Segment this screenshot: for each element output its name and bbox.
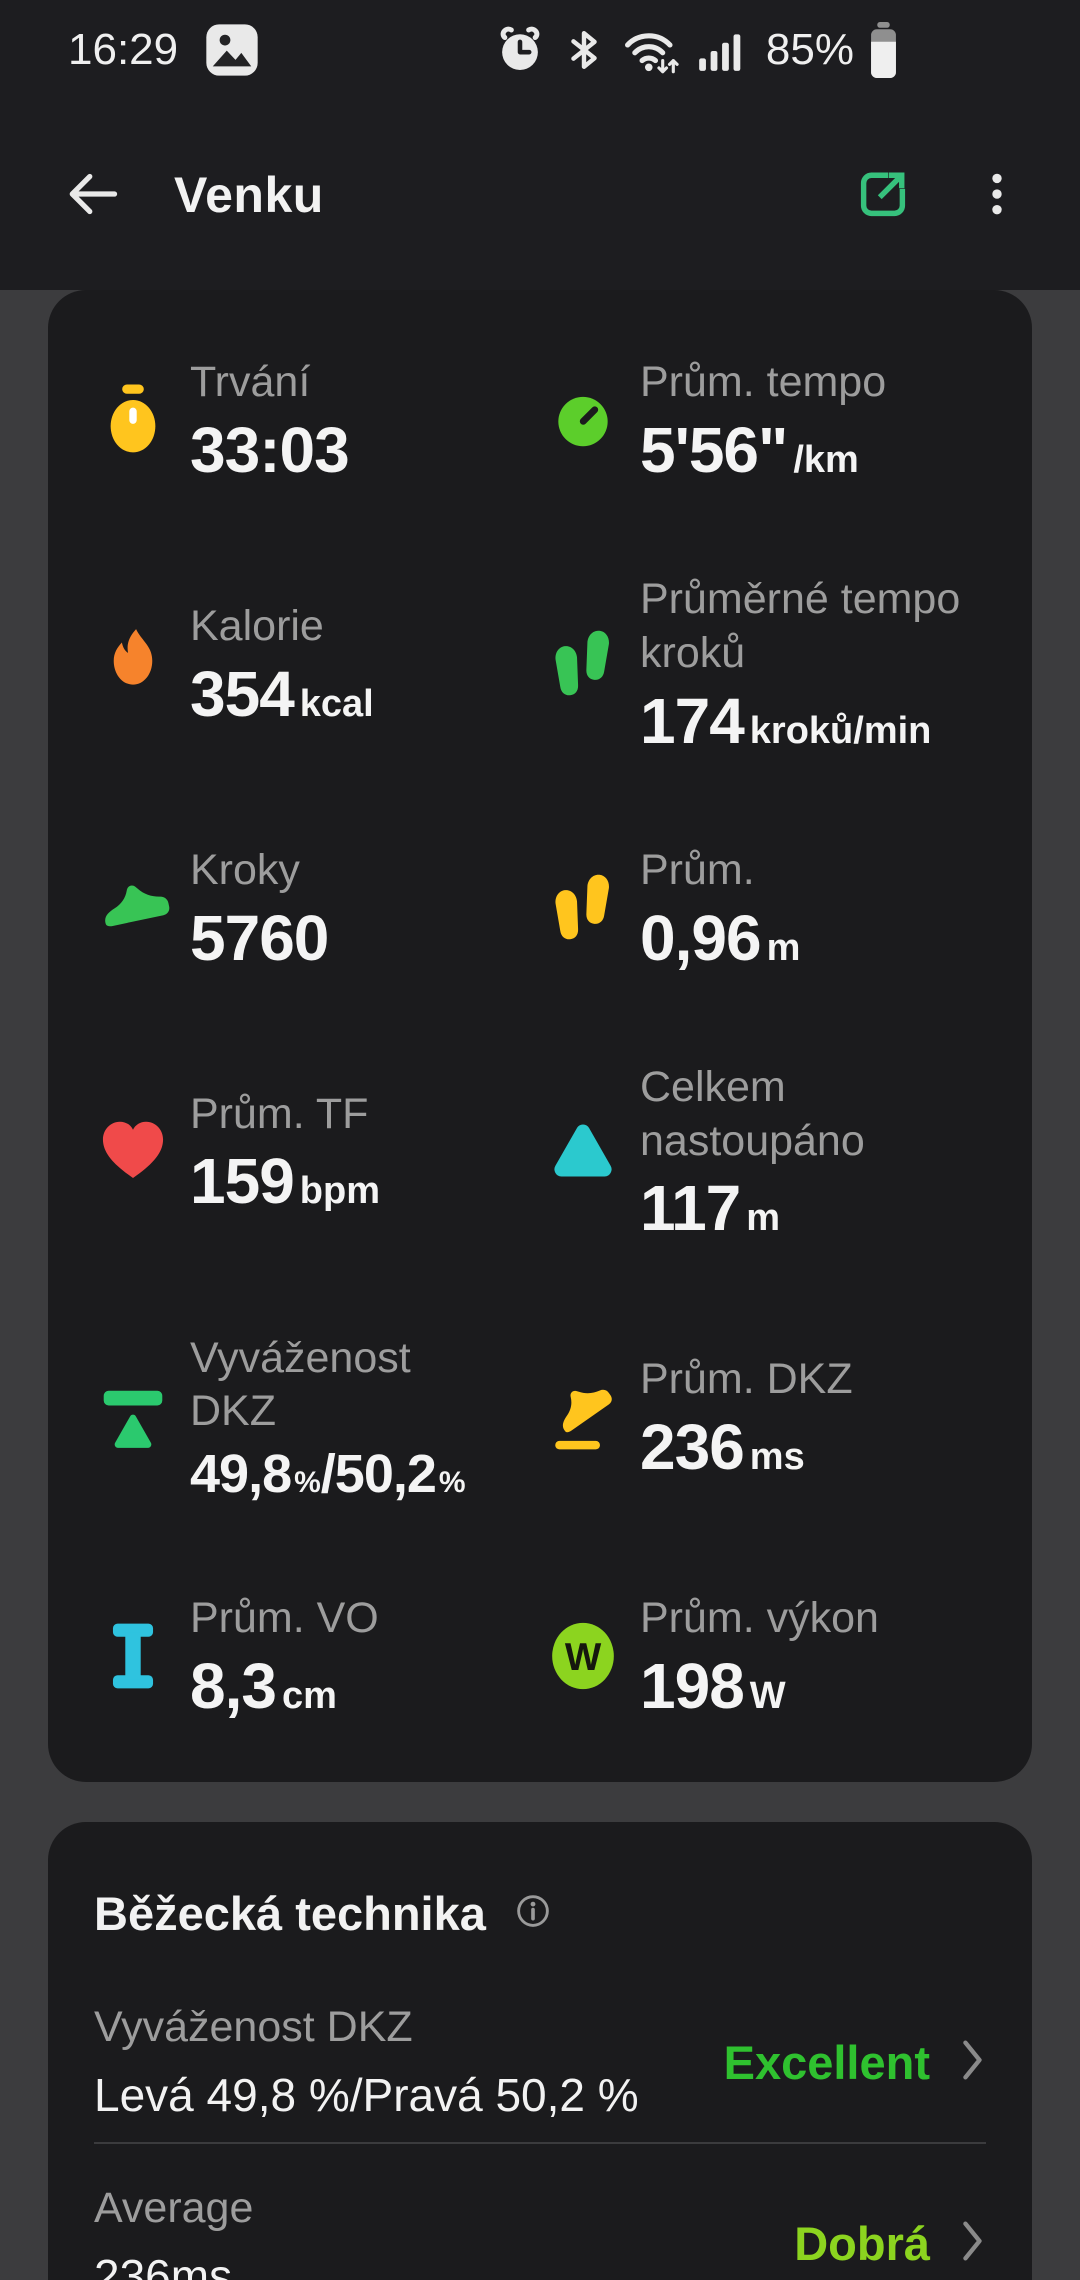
- stat-value-line: 5'56"/km: [640, 413, 859, 486]
- stat-value-line: 198 W: [640, 1649, 786, 1722]
- stat-pr-m-tempo: Prům. tempo 5'56"/km: [498, 315, 1032, 524]
- top-chrome: 16:29 85%: [0, 0, 1080, 290]
- triangle-icon: [544, 1114, 622, 1188]
- gauge-icon: [544, 383, 622, 457]
- stats-grid: Trvání 33:03 Prům. tempo 5'56"/km Kalorie 354…: [48, 315, 1032, 1760]
- battery-icon: [869, 22, 898, 78]
- stat-kroky: Kroky 5760: [48, 803, 498, 1012]
- rating-badge: Excellent: [723, 2036, 930, 2090]
- stat-label: Prům.: [640, 845, 755, 894]
- bluetooth-icon: [561, 24, 607, 76]
- stat-trv-n: Trvání 33:03: [48, 315, 498, 524]
- status-bar-left: 16:29: [68, 22, 260, 78]
- stat-pr-m-dkz: Prům. DKZ 236 ms: [498, 1291, 1032, 1544]
- technique-title: Běžecká technika: [94, 1887, 486, 1941]
- stat-label: Kalorie: [190, 601, 324, 650]
- chevron-right-icon: [960, 2036, 986, 2089]
- stat-pr-m-v-kon: W Prům. výkon 198 W: [498, 1551, 1032, 1760]
- status-bar-right: 85%: [494, 22, 898, 78]
- stat-kalorie: Kalorie 354 kcal: [48, 532, 498, 795]
- alarm-icon: [494, 24, 546, 76]
- stat-value-line: 8,3 cm: [190, 1649, 337, 1722]
- stat-value-line: 0,96 m: [640, 901, 801, 974]
- stat-label: Průměrné tempo kroků: [640, 575, 961, 677]
- stat-pr-m-tf: Prům. TF 159 bpm: [48, 1020, 498, 1283]
- share-external-icon: [852, 163, 914, 228]
- divider: [94, 2142, 986, 2145]
- stat-value-line: 5760: [190, 901, 329, 974]
- ibeam-icon: [94, 1619, 172, 1693]
- stat-pr-m-vo: Prům. VO 8,3 cm: [48, 1551, 498, 1760]
- share-button[interactable]: [852, 163, 914, 228]
- page-title: Venku: [174, 167, 324, 223]
- signal-strength-icon: [695, 25, 745, 75]
- gallery-notification-icon: [204, 22, 260, 78]
- technique-row-average[interactable]: Average 236ms Dobrá: [94, 2184, 986, 2280]
- stat-label: Prům. VO: [190, 1594, 379, 1643]
- stat-celkem-nastoup-no: Celkem nastoupáno 117 m: [498, 1020, 1032, 1283]
- technique-title-row: Běžecká technika: [94, 1886, 986, 1941]
- technique-row-value: 236ms: [94, 2250, 233, 2280]
- rating-badge: Dobrá: [794, 2217, 930, 2271]
- stat-value-line: 33:03: [190, 413, 350, 486]
- stat-value-line: 49,8 %/50,2%: [190, 1444, 466, 1505]
- stat-label: Prům. tempo: [640, 358, 887, 406]
- shoe-icon: [94, 870, 172, 944]
- stopwatch-icon: [94, 383, 172, 457]
- technique-rows: Vyváženost DKZ Levá 49,8 %/Pravá 50,2 % Ex…: [94, 2003, 986, 2280]
- stat-label: Celkem nastoupáno: [640, 1062, 865, 1165]
- flame-icon: [94, 626, 172, 700]
- stat-value-line: 174 kroků/min: [640, 684, 932, 757]
- technique-row-value: Levá 49,8 %/Pravá 50,2 %: [94, 2069, 639, 2122]
- wifi-icon: [622, 23, 680, 77]
- stat-label: Prům. DKZ: [640, 1355, 853, 1404]
- footprints-icon: [544, 870, 622, 944]
- stat-value-line: 236 ms: [640, 1411, 805, 1484]
- stat-label: Vyváženost DKZ: [190, 1333, 411, 1436]
- status-bar: 16:29 85%: [0, 0, 1080, 100]
- stat-label: Kroky: [190, 845, 300, 894]
- heart-icon: [94, 1114, 172, 1188]
- status-time: 16:29: [68, 25, 179, 74]
- stat-pr-m: Prům. 0,96 m: [498, 803, 1032, 1012]
- technique-row-label: Vyváženost DKZ: [94, 2003, 413, 2052]
- running-technique-card: Běžecká technika Vyváženost DKZ Levá 49,8…: [48, 1822, 1032, 2280]
- shoe-ground-icon: [544, 1380, 622, 1454]
- header: Venku: [0, 100, 1080, 290]
- technique-row-label: Average: [94, 2184, 254, 2233]
- stat-value-line: 117 m: [640, 1172, 781, 1245]
- more-options-button[interactable]: [972, 169, 1022, 222]
- stat-value-line: 354 kcal: [190, 657, 374, 730]
- chevron-right-icon: [960, 2217, 986, 2270]
- stat-label: Prům. TF: [190, 1089, 369, 1138]
- balance-icon: [94, 1380, 172, 1454]
- svg-text:W: W: [565, 1636, 602, 1679]
- battery-percent: 85%: [765, 25, 854, 74]
- stat-pr-m-rn-tempo-krok: Průměrné tempo kroků 174 kroků/min: [498, 532, 1032, 795]
- workout-stats-card: Trvání 33:03 Prům. tempo 5'56"/km Kalorie 354…: [48, 290, 1032, 1783]
- info-icon[interactable]: [510, 1888, 556, 1939]
- footprints-icon: [544, 626, 622, 700]
- stat-label: Prům. výkon: [640, 1594, 879, 1643]
- back-button[interactable]: [62, 165, 120, 226]
- watt-icon: W: [544, 1619, 622, 1693]
- back-arrow-icon: [62, 165, 120, 226]
- stat-vyv-enost-dkz: Vyváženost DKZ 49,8 %/50,2%: [48, 1291, 498, 1544]
- stat-value-line: 159 bpm: [190, 1145, 380, 1218]
- stat-label: Trvání: [190, 358, 311, 406]
- technique-row-vyv-enost-dkz[interactable]: Vyváženost DKZ Levá 49,8 %/Pravá 50,2 % Ex…: [94, 2003, 986, 2142]
- kebab-menu-icon: [972, 169, 1022, 222]
